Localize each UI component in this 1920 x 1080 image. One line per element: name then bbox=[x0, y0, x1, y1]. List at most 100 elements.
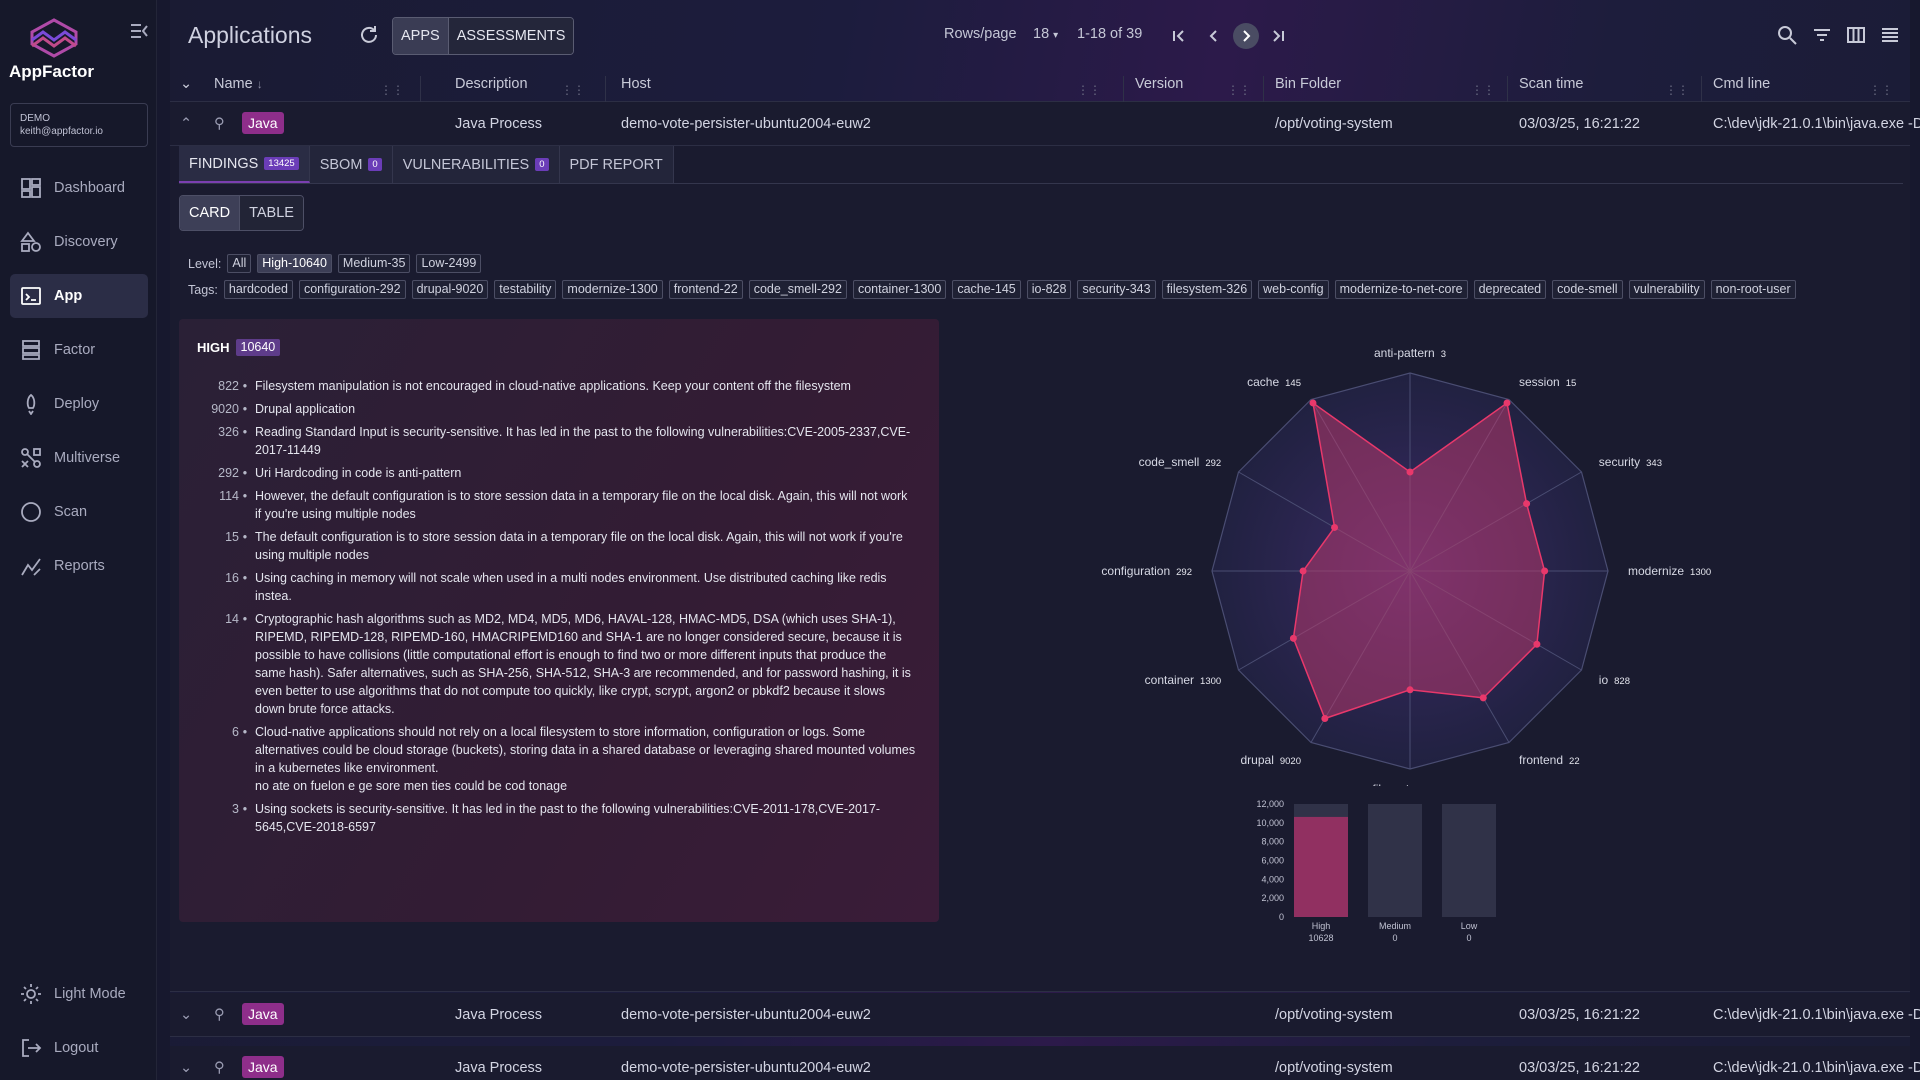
level-chip-low[interactable]: Low-2499 bbox=[416, 254, 482, 273]
tag-chip[interactable]: non-root-user bbox=[1710, 280, 1796, 299]
finding-count: 15 bbox=[225, 530, 239, 544]
tag-chip[interactable]: cache-145 bbox=[952, 280, 1021, 299]
drag-handle-icon[interactable]: ⋮⋮ bbox=[380, 83, 404, 97]
scan-icon bbox=[21, 502, 41, 522]
logout-button[interactable]: Logout bbox=[10, 1026, 148, 1070]
sidebar-item-scan[interactable]: Scan bbox=[10, 490, 148, 534]
columns-icon[interactable] bbox=[1845, 24, 1867, 46]
tag-chip[interactable]: vulnerability bbox=[1628, 280, 1705, 299]
tab-pdf-report[interactable]: PDF REPORT bbox=[559, 146, 674, 183]
finding-item: 114 • However, the default configuration i… bbox=[197, 487, 917, 523]
tag-chip[interactable]: security-343 bbox=[1077, 280, 1156, 299]
radar-point bbox=[1309, 399, 1317, 407]
drag-handle-icon[interactable]: ⋮⋮ bbox=[1665, 83, 1689, 97]
bar-y-tick-label: 0 bbox=[1279, 912, 1284, 922]
finding-text: However, the default configuration is to… bbox=[251, 487, 917, 523]
rows-per-page-select[interactable]: 18 ▾ bbox=[1033, 26, 1058, 42]
next-page-button[interactable] bbox=[1233, 23, 1259, 49]
finding-item: 292 • Uri Hardcoding in code is anti-patte… bbox=[197, 464, 917, 482]
column-name[interactable]: Name ↓ ⋮⋮ bbox=[214, 72, 414, 102]
column-bin-folder[interactable]: Bin Folder ⋮⋮ bbox=[1275, 72, 1505, 102]
tab-sbom[interactable]: SBOM 0 bbox=[309, 146, 393, 183]
search-icon[interactable] bbox=[1776, 24, 1798, 46]
bar-track bbox=[1442, 804, 1496, 917]
tab-sbom-label: SBOM bbox=[319, 156, 363, 173]
radar-point bbox=[1321, 714, 1329, 722]
expand-all-icon[interactable]: ⌄ bbox=[180, 76, 193, 92]
user-box[interactable]: DEMO keith@appfactor.io bbox=[10, 103, 148, 147]
sidebar-item-app[interactable]: App bbox=[10, 274, 148, 318]
card-view-button[interactable]: CARD bbox=[180, 196, 240, 230]
table-row[interactable]: ⌄ ⚲ Java Java Process demo-vote-persiste… bbox=[170, 993, 1920, 1037]
sidebar-item-factor[interactable]: Factor bbox=[10, 328, 148, 372]
refresh-icon[interactable] bbox=[358, 24, 380, 46]
drag-handle-icon[interactable]: ⋮⋮ bbox=[561, 83, 585, 97]
sidebar-item-deploy[interactable]: Deploy bbox=[10, 382, 148, 426]
row-scan-time: 03/03/25, 16:21:22 bbox=[1519, 1060, 1640, 1076]
column-version[interactable]: Version ⋮⋮ bbox=[1135, 72, 1261, 102]
first-page-button[interactable] bbox=[1166, 23, 1192, 49]
sidebar-item-discovery[interactable]: Discovery bbox=[10, 220, 148, 264]
sidebar-item-multiverse[interactable]: Multiverse bbox=[10, 436, 148, 480]
drag-handle-icon[interactable]: ⋮⋮ bbox=[1077, 83, 1101, 97]
tag-chip[interactable]: modernize-1300 bbox=[562, 280, 663, 299]
tab-vulnerabilities[interactable]: VULNERABILITIES 0 bbox=[392, 146, 560, 183]
chevron-down-icon[interactable]: ⌄ bbox=[180, 1007, 193, 1023]
first-page-icon bbox=[1173, 30, 1184, 42]
table-row[interactable]: ⌃ ⚲ Java Java Process demo-vote-persiste… bbox=[170, 102, 1920, 146]
tag-chip[interactable]: drupal-9020 bbox=[411, 280, 489, 299]
collapse-sidebar-icon[interactable] bbox=[129, 22, 149, 40]
level-chip-all[interactable]: All bbox=[227, 254, 252, 273]
drag-handle-icon[interactable]: ⋮⋮ bbox=[1227, 83, 1251, 97]
level-chip-high[interactable]: High-10640 bbox=[257, 254, 332, 273]
tab-apps[interactable]: APPS bbox=[393, 18, 448, 54]
sidebar-item-label: Factor bbox=[54, 342, 96, 358]
tag-chip[interactable]: code-smell bbox=[1552, 280, 1623, 299]
column-host[interactable]: Host ⋮⋮ bbox=[621, 72, 1111, 102]
tag-chip[interactable]: hardcoded bbox=[223, 280, 293, 299]
vulnerabilities-count-badge: 0 bbox=[535, 158, 549, 171]
chevron-down-icon[interactable]: ⌄ bbox=[180, 1060, 193, 1076]
tag-chip[interactable]: io-828 bbox=[1026, 280, 1072, 299]
finding-item: 3 • Using sockets is security-sensitive. I… bbox=[197, 800, 917, 836]
table-row[interactable]: ⌄ ⚲ Java Java Process demo-vote-persiste… bbox=[170, 1046, 1920, 1080]
tag-chip[interactable]: frontend-22 bbox=[668, 280, 743, 299]
tag-chip[interactable]: configuration-292 bbox=[298, 280, 406, 299]
toolbar: Applications APPS ASSESSMENTS Rows/page … bbox=[170, 0, 1910, 72]
tag-chip[interactable]: container-1300 bbox=[852, 280, 947, 299]
tag-chip[interactable]: web-config bbox=[1258, 280, 1329, 299]
row-host: demo-vote-persister-ubuntu2004-euw2 bbox=[621, 1060, 871, 1076]
factor-icon bbox=[22, 340, 40, 360]
drag-handle-icon[interactable]: ⋮⋮ bbox=[1471, 83, 1495, 97]
tag-chip[interactable]: modernize-to-net-core bbox=[1334, 280, 1468, 299]
sidebar-item-dashboard[interactable]: Dashboard bbox=[10, 166, 148, 210]
logout-label: Logout bbox=[54, 1040, 99, 1056]
radar-point bbox=[1533, 640, 1541, 648]
last-page-button[interactable] bbox=[1265, 23, 1291, 49]
tab-assessments[interactable]: ASSESSMENTS bbox=[447, 18, 574, 54]
chevron-up-icon[interactable]: ⌃ bbox=[180, 116, 193, 132]
tag-chip[interactable]: code_smell-292 bbox=[748, 280, 847, 299]
radar-point bbox=[1406, 468, 1414, 476]
sidebar-item-reports[interactable]: Reports bbox=[10, 544, 148, 588]
previous-page-button[interactable] bbox=[1201, 23, 1227, 49]
radar-axis-name: io bbox=[1599, 673, 1609, 687]
tag-chip[interactable]: testability bbox=[494, 280, 557, 299]
sidebar-nav: Dashboard Discovery App Factor Deploy Mu… bbox=[10, 166, 148, 598]
sidebar-item-label: Scan bbox=[54, 504, 88, 520]
tab-findings[interactable]: FINDINGS 13425 bbox=[179, 146, 310, 183]
tag-chip[interactable]: deprecated bbox=[1473, 280, 1547, 299]
menu-icon[interactable] bbox=[1879, 24, 1901, 46]
finding-text: Drupal application bbox=[251, 400, 917, 418]
drag-handle-icon[interactable]: ⋮⋮ bbox=[1869, 83, 1893, 97]
table-view-button[interactable]: TABLE bbox=[239, 196, 303, 230]
column-scan-time[interactable]: Scan time ⋮⋮ bbox=[1519, 72, 1699, 102]
light-mode-button[interactable]: Light Mode bbox=[10, 972, 148, 1016]
findings-list: 822 • Filesystem manipulation is not encou… bbox=[197, 377, 917, 841]
tag-chip[interactable]: filesystem-326 bbox=[1161, 280, 1253, 299]
column-cmd-line[interactable]: Cmd line ⋮⋮ bbox=[1713, 72, 1903, 102]
filter-icon[interactable] bbox=[1811, 24, 1833, 46]
column-divider bbox=[1123, 76, 1124, 102]
column-description[interactable]: Description ⋮⋮ bbox=[455, 72, 595, 102]
level-chip-medium[interactable]: Medium-35 bbox=[337, 254, 411, 273]
